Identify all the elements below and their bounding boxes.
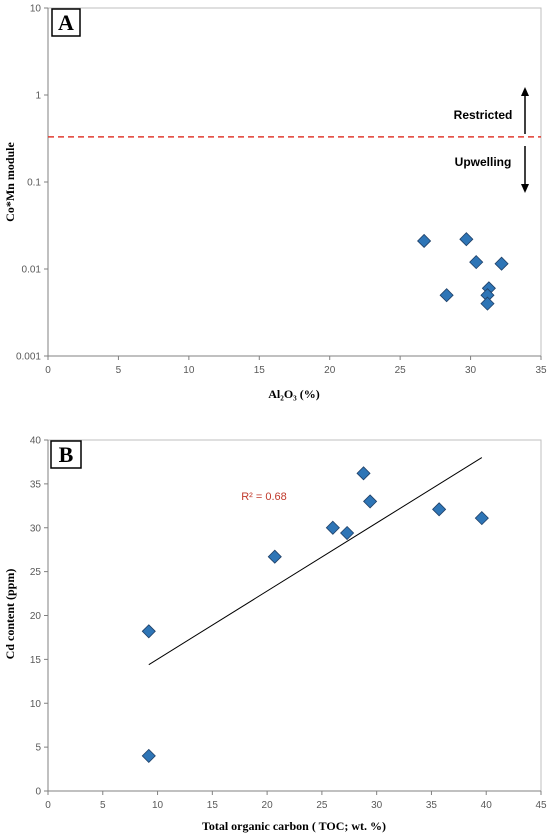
chart-a: 0 5 10 15 20 25 30 35 0.001 0.01 0.1 1 10 Restricte… [3,4,547,402]
chart-b-x-tick-label: 40 [481,800,493,811]
chart-b: 0 5 10 15 20 25 30 35 40 45 0 5 10 15 20 25 30 35 40 R² =… [3,436,547,834]
chart-a-y-tick-label: 0.01 [22,265,42,276]
chart-a-x-tick-label: 25 [395,365,407,376]
chart-a-plot-area [47,7,542,357]
chart-b-data-point [474,511,489,526]
chart-a-x-tick-label: 20 [324,365,336,376]
chart-b-x-title: Total organic carbon ( TOC; wt. %) [202,819,386,833]
chart-a-y-tick-label: 1 [35,91,41,102]
chart-b-data-point [340,525,355,541]
chart-a-data-point [439,288,454,303]
chart-a-data-point [494,256,509,271]
chart-b-x-tick-label: 45 [535,800,547,811]
chart-b-x-ticks: 0 5 10 15 20 25 30 35 40 45 [45,791,547,811]
chart-a-y-tick-label: 0.1 [27,178,41,189]
restricted-arrow-icon [521,87,529,134]
chart-b-r2-label: R² = 0.68 [241,491,287,503]
upwelling-label: Upwelling [455,155,512,169]
chart-b-x-tick-label: 10 [152,800,164,811]
chart-b-data-point [363,494,378,509]
chart-b-y-ticks: 0 5 10 15 20 25 30 35 40 [30,436,48,798]
chart-b-y-title: Cd content (ppm) [3,569,17,660]
chart-b-y-tick-label: 30 [30,523,42,534]
chart-b-data-point [325,520,340,535]
chart-a-x-title: Al₂O₃ (%) [268,387,320,401]
chart-b-y-tick-label: 35 [30,479,42,490]
chart-b-points [141,466,489,763]
chart-a-x-tick-label: 10 [183,365,195,376]
chart-b-panel-box [50,440,82,469]
chart-b-x-tick-label: 20 [262,800,274,811]
chart-a-points [417,232,509,311]
chart-b-data-point [356,466,371,481]
chart-b-data-point [432,502,447,517]
chart-a-panel-box [51,8,81,37]
chart-b-trendline [148,457,483,666]
chart-a-y-ticks: 0.001 0.01 0.1 1 10 [16,4,48,363]
chart-b-data-point [141,748,156,763]
chart-b-data-point [141,624,156,639]
upwelling-arrow-icon [521,146,529,193]
restricted-label: Restricted [454,108,513,122]
chart-a-x-tick-label: 35 [535,365,547,376]
chart-b-y-tick-label: 40 [30,436,42,447]
chart-b-x-tick-label: 15 [207,800,219,811]
chart-a-x-tick-label: 5 [116,365,122,376]
chart-b-x-tick-label: 0 [45,800,51,811]
chart-b-y-tick-label: 5 [35,743,41,754]
chart-b-y-tick-label: 0 [35,787,41,798]
chart-b-data-point [267,549,282,564]
chart-b-y-tick-label: 20 [30,611,42,622]
chart-a-panel-label: A [58,10,74,35]
chart-b-x-tick-label: 5 [100,800,106,811]
chart-b-y-tick-label: 25 [30,567,42,578]
chart-b-y-tick-label: 15 [30,655,42,666]
chart-b-y-tick-label: 10 [30,699,42,710]
chart-b-x-tick-label: 35 [426,800,438,811]
chart-a-data-point [469,255,484,270]
chart-b-plot-area [47,439,542,792]
chart-a-x-tick-label: 30 [465,365,477,376]
chart-a-data-point [480,296,495,311]
chart-a-x-tick-label: 0 [45,365,51,376]
chart-a-data-point [417,233,432,249]
chart-b-panel-label: B [59,442,74,467]
chart-b-x-tick-label: 25 [316,800,328,811]
chart-a-y-title: Co*Mn module [3,141,17,221]
chart-a-y-tick-label: 0.001 [16,352,41,363]
chart-b-x-tick-label: 30 [371,800,383,811]
chart-a-x-tick-label: 15 [254,365,266,376]
chart-a-y-tick-label: 10 [30,4,42,15]
chart-a-data-point [459,232,474,247]
chart-a-x-ticks: 0 5 10 15 20 25 30 35 [45,356,547,376]
